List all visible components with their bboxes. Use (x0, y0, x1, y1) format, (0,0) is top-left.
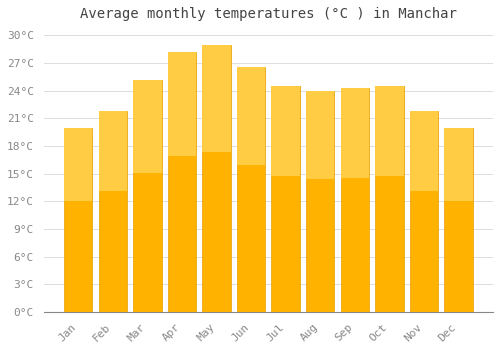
Bar (410, 111, 438, 312)
Bar (340, 88, 369, 177)
Bar (306, 91, 334, 179)
Bar (98, 111, 127, 191)
Bar (168, 52, 196, 156)
Bar (133, 80, 162, 173)
Bar (202, 45, 230, 152)
Bar (237, 67, 266, 312)
Bar (444, 128, 472, 201)
Bar (340, 88, 369, 312)
Bar (375, 86, 404, 312)
Bar (237, 67, 266, 165)
Bar (168, 52, 196, 312)
Bar (410, 111, 438, 191)
Bar (272, 86, 300, 312)
Bar (133, 80, 162, 312)
Bar (306, 91, 334, 312)
Title: Average monthly temperatures (°C ) in Manchar: Average monthly temperatures (°C ) in Ma… (80, 7, 457, 21)
Bar (64, 128, 92, 201)
Bar (202, 45, 230, 312)
Bar (375, 86, 404, 176)
Bar (272, 86, 300, 176)
Bar (444, 128, 472, 312)
Bar (98, 111, 127, 312)
Bar (64, 128, 92, 312)
